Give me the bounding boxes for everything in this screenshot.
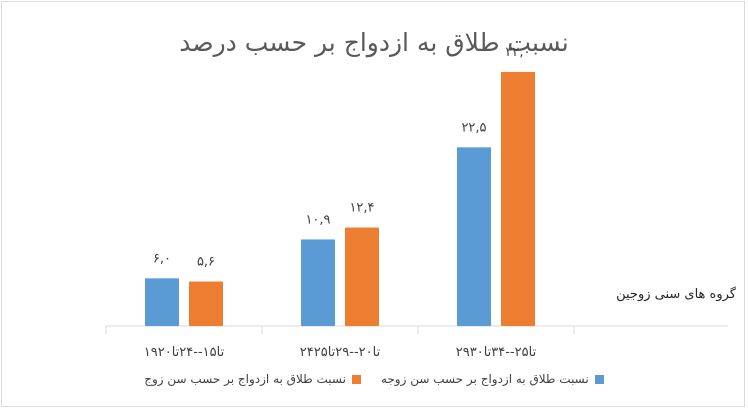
data-label-series-1-1: ۶,۰ [153, 251, 171, 266]
bar-series-1-1 [145, 278, 179, 326]
bar-series-2-2 [345, 227, 379, 326]
legend-swatch-series-1 [594, 374, 604, 384]
x-tick-label-2: ۲۴تا۲۰--۲۹تا۲۵ [300, 345, 381, 360]
x-axis-title: گروه های سنی زوجین [616, 287, 736, 302]
legend-label-series-1: نسبت طلاق به ازدواج بر حسب سن زوجه [380, 372, 589, 386]
legend-swatch-series-2 [351, 374, 361, 384]
legend-label-series-2: نسبت طلاق به ازدواج بر حسب سن زوج [144, 372, 346, 386]
data-label-series-1-3: ۲۲,۵ [461, 120, 486, 135]
x-tick-label-1: ۱۹تا۱۵--۲۴تا۲۰ [144, 345, 225, 360]
data-label-series-1-2: ۱۰,۹ [305, 212, 330, 227]
data-label-series-2-1: ۵,۶ [197, 255, 215, 270]
legend-item-series-1: نسبت طلاق به ازدواج بر حسب سن زوجه [381, 372, 604, 386]
data-label-series-2-3: ۳۲,۰ [505, 45, 530, 60]
bar-series-1-3 [457, 147, 491, 326]
bar-series-2-3 [501, 71, 535, 326]
data-label-series-2-2: ۱۲,۴ [349, 201, 374, 216]
x-tick-label-3: ۲۹تا۲۵--۳۴تا۳۰ [456, 345, 537, 360]
legend: نسبت طلاق به ازدواج بر حسب سن زوج نسبت ط… [0, 366, 748, 392]
bar-series-1-2 [301, 239, 335, 326]
legend-item-series-2: نسبت طلاق به ازدواج بر حسب سن زوج [144, 372, 361, 386]
bar-series-2-1 [189, 281, 223, 326]
chart-title: نسبت طلاق به ازدواج بر حسب درصد [179, 28, 569, 57]
